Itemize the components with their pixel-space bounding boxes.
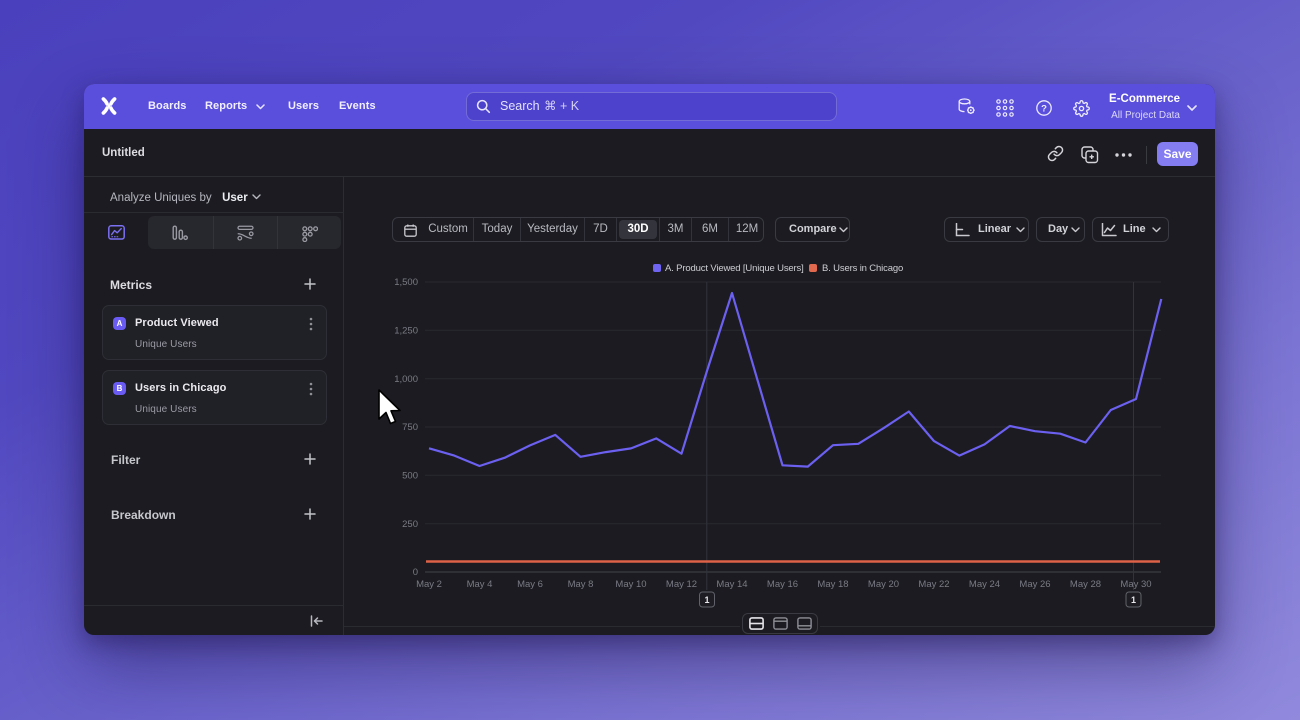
svg-text:May 26: May 26 — [1019, 579, 1050, 590]
svg-text:May 18: May 18 — [817, 579, 848, 590]
svg-text:750: 750 — [402, 422, 418, 433]
svg-text:250: 250 — [402, 519, 418, 530]
svg-text:May 30: May 30 — [1120, 579, 1151, 590]
svg-text:May 6: May 6 — [517, 579, 543, 590]
svg-text:?: ? — [1041, 103, 1047, 114]
svg-text:May 10: May 10 — [615, 579, 646, 590]
svg-text:May 20: May 20 — [868, 579, 899, 590]
svg-text:500: 500 — [402, 471, 418, 482]
svg-text:May 4: May 4 — [467, 579, 493, 590]
svg-text:1: 1 — [1131, 595, 1136, 605]
svg-text:May 24: May 24 — [969, 579, 1000, 590]
svg-text:May 16: May 16 — [767, 579, 798, 590]
svg-text:May 2: May 2 — [416, 579, 442, 590]
svg-text:0: 0 — [413, 567, 418, 578]
svg-text:May 22: May 22 — [918, 579, 949, 590]
svg-text:May 14: May 14 — [716, 579, 747, 590]
svg-text:May 8: May 8 — [568, 579, 594, 590]
svg-text:1,250: 1,250 — [394, 326, 418, 337]
svg-text:May 28: May 28 — [1070, 579, 1101, 590]
svg-text:1,000: 1,000 — [394, 374, 418, 385]
svg-text:1,500: 1,500 — [394, 277, 418, 288]
svg-text:1: 1 — [704, 595, 709, 605]
svg-text:May 12: May 12 — [666, 579, 697, 590]
